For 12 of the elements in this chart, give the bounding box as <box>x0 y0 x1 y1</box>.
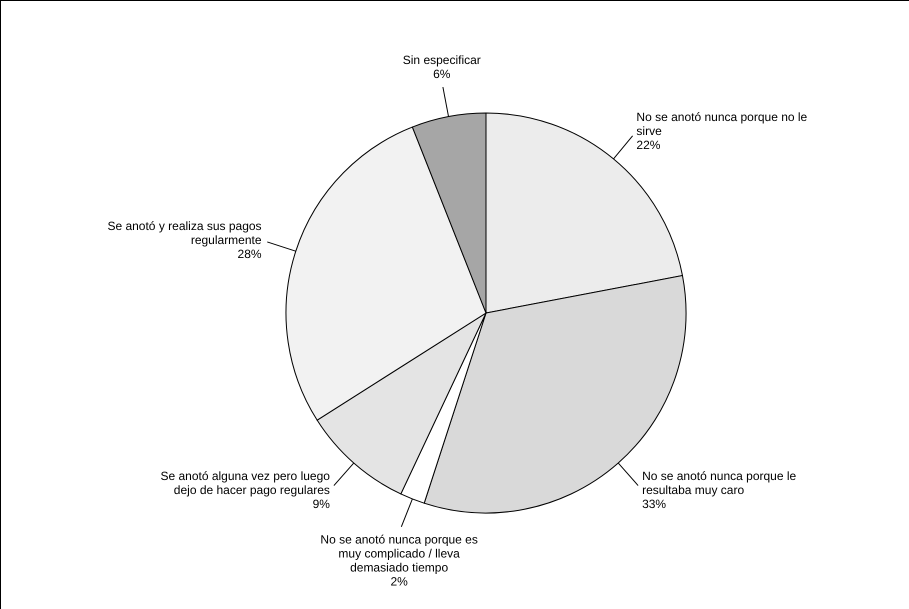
data-label: 33% <box>642 497 666 512</box>
data-label: 9% <box>312 497 330 512</box>
data-label: 28% <box>238 247 262 262</box>
slice-label: No se anotó nunca porque es muy complicado / lleva demasiado tiempo <box>320 532 478 574</box>
slice-label: No se anotó nunca porque le resultaba muy caro <box>642 469 797 498</box>
slice-label: No se anotó nunca porque no le sirve <box>636 110 808 138</box>
data-label: 2% <box>390 574 408 588</box>
slice-label: Se anotó y realiza sus pagos regularmente <box>107 219 262 248</box>
slice-label: Sin especificar <box>402 53 481 68</box>
data-label: 6% <box>433 67 451 82</box>
data-label: 22% <box>636 138 661 152</box>
slice-label: Se anotó alguna vez pero luego dejo de hacer pago regulares <box>160 469 330 498</box>
